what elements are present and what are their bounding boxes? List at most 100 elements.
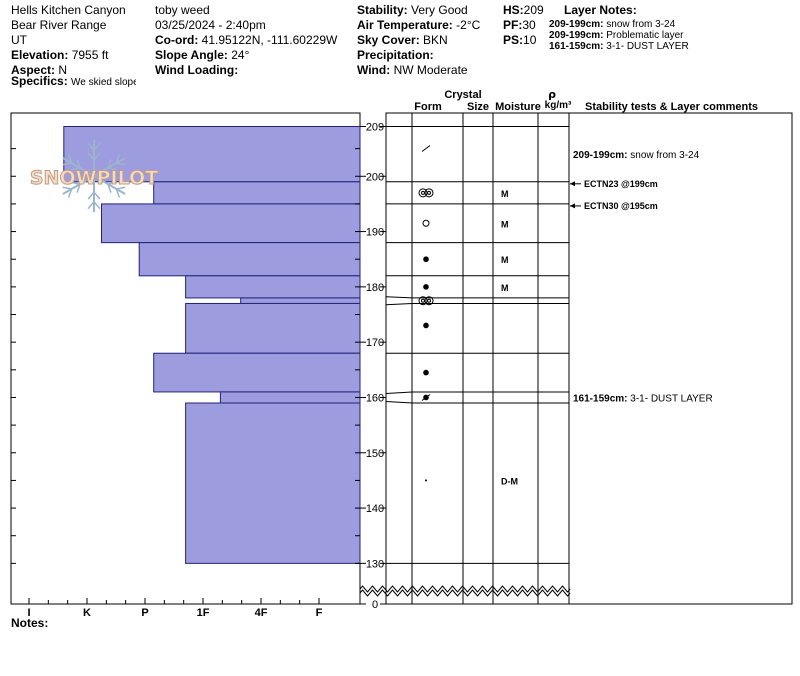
snowflake-branch [76, 183, 81, 193]
rho-header: ρ [548, 88, 556, 101]
melt-form-symbol [423, 369, 429, 376]
coord-value: 41.95122N, -111.60229W [201, 33, 338, 47]
layer-notes-list: 209-199cm: snow from 3-24 209-199cm: Pro… [549, 19, 689, 52]
clustered-grains-symbol [421, 298, 425, 303]
snowflake-branch [107, 159, 112, 169]
hardness-tick-label: 4F [255, 607, 268, 619]
air-temp-label: Air Temperature: [357, 18, 453, 32]
snowflake-branch [70, 181, 81, 185]
elevation-label: Elevation: [11, 48, 69, 62]
specifics-row: Specifics: We skied slope [11, 74, 136, 89]
layer-bar [63, 126, 361, 183]
precip-label: Precipitation: [357, 48, 434, 62]
aspect-value: N [58, 63, 68, 77]
moisture-label: M [501, 189, 509, 199]
hardness-tick-label: 1F [197, 607, 210, 619]
snowflake-branch [62, 162, 72, 166]
observation-datetime: 03/25/2024 - 2:40pm [155, 18, 266, 32]
moisture-label: M [501, 219, 509, 229]
rounded-grain-symbol [422, 219, 430, 227]
wind-value: NW Moderate [393, 63, 468, 77]
height-tick-label: 140 [366, 503, 384, 515]
precip-particles-symbol [421, 145, 431, 152]
snowflake-arm [62, 157, 95, 177]
height-tick-label: 180 [366, 282, 384, 294]
crystal-header: Crystal [444, 89, 481, 101]
elevation-value: 7955 ft [71, 48, 109, 62]
moisture-header: Moisture [495, 101, 541, 113]
hardness-tick-label: P [141, 607, 148, 619]
height-tick-label: 160 [366, 392, 384, 404]
profile-grid [359, 113, 571, 604]
hardness-tick-label: K [83, 607, 91, 619]
height-axis: 209 200 190 180 170 160 150 140 130 0 [11, 122, 386, 611]
snowflake-branch [116, 186, 126, 190]
profile-summary: HS:209 PF:30 PS:10 [503, 3, 544, 48]
sky-row: Sky Cover: BKN [357, 33, 480, 48]
layer-bar [101, 203, 361, 244]
crystal-table-frame [385, 112, 793, 605]
layer-notes-title: Layer Notes: [564, 3, 637, 17]
slope-value: 24° [231, 48, 250, 62]
stability-annotations: ECTN23 @199cm ECTN30 @195cm 209-199cm: sno… [570, 150, 713, 404]
density-unit-header: kg/m³ [545, 100, 572, 111]
hs-value: 209 [523, 3, 544, 17]
ps-label: PS: [503, 33, 524, 47]
hardness-tick-label: F [316, 607, 323, 619]
conditions-info: Stability: Very Good Air Temperature: -2… [357, 3, 480, 78]
observer-name: toby weed [155, 3, 210, 17]
layer-bars [63, 126, 361, 564]
snowflake-branch [107, 181, 118, 185]
layer-bar [153, 352, 361, 393]
height-tick-label: 190 [366, 227, 384, 239]
layer-note-item: 161-159cm: 3-1- DUST LAYER [549, 41, 689, 52]
moisture-label: M [501, 283, 509, 293]
layer-note-item: 209-199cm: snow from 3-24 [549, 19, 676, 30]
snowflake-branch [107, 167, 118, 171]
stability-value: Very Good [411, 3, 468, 17]
layer-bar [185, 275, 361, 299]
pf-label: PF: [503, 18, 523, 32]
form-header: Form [414, 101, 442, 113]
wind-loading-label: Wind Loading: [155, 63, 239, 77]
mountain-range: Bear River Range [11, 18, 107, 32]
layer-bar [219, 391, 361, 404]
sky-value: BKN [423, 33, 448, 47]
axis-break [359, 589, 571, 597]
height-tick-label: 209 [366, 122, 384, 134]
aspect-row: Aspect: N [11, 63, 126, 78]
snowflake-branch [93, 152, 101, 161]
stability-test-label: ECTN30 @195cm [584, 201, 658, 211]
wind-label: Wind: [357, 63, 391, 77]
stability-test-arrowhead [570, 181, 575, 187]
melt-form-symbol [423, 322, 429, 329]
layer-bar [138, 242, 361, 277]
height-tick-label: 170 [366, 337, 384, 349]
layer-comment: 161-159cm: 3-1- DUST LAYER [573, 393, 713, 404]
snowflake-branch [93, 191, 101, 200]
slope-row: Slope Angle: 24° [155, 48, 337, 63]
slope-label: Slope Angle: [155, 48, 228, 62]
height-tick-label: 150 [366, 448, 384, 460]
snowflake-branch [93, 142, 101, 151]
layer-connector [385, 296, 413, 299]
air-temp-value: -2°C [456, 18, 481, 32]
location-name: Hells Kitchen Canyon [11, 3, 126, 17]
hardness-axis: I K P 1F 4F F [27, 598, 323, 619]
height-tick-label: 0 [372, 599, 378, 611]
height-tick-label: 130 [366, 558, 384, 570]
snowflake-branch [87, 142, 95, 151]
stability-comments-header: Stability tests & Layer comments [585, 101, 758, 113]
layer-comment: 209-199cm: snow from 3-24 [573, 150, 700, 161]
aspect-label: Aspect: [11, 63, 56, 77]
moisture-label: D-M [501, 476, 518, 486]
clustered-grains-symbol [427, 190, 431, 195]
snowflake-branch [107, 183, 112, 193]
snowflake-branch [70, 167, 81, 171]
layer-bar [185, 402, 361, 564]
layer-connector [385, 400, 413, 404]
state: UT [11, 33, 27, 47]
site-info: Hells Kitchen Canyon Bear River Range UT… [11, 3, 126, 78]
layer-bar [185, 302, 361, 354]
